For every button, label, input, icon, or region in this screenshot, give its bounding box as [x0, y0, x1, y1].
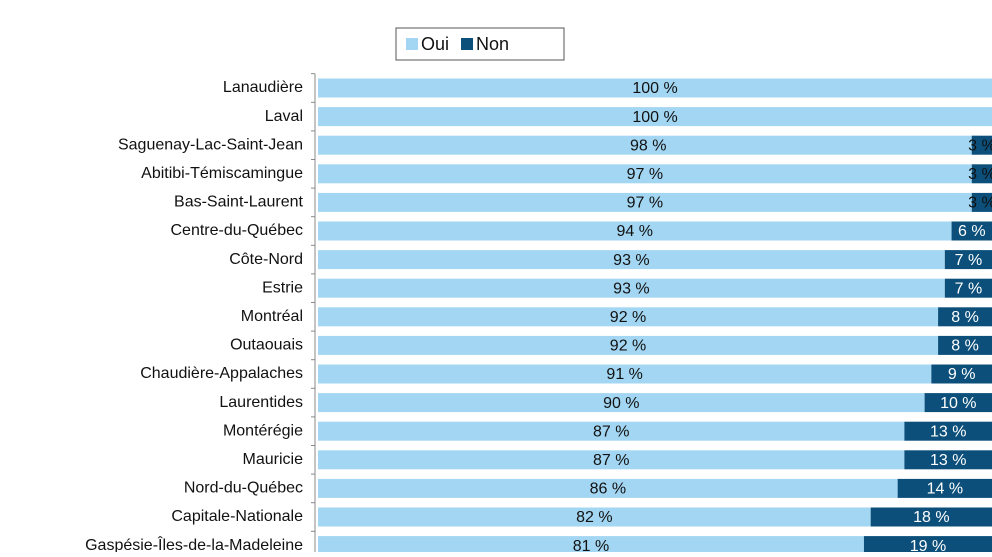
bar-segment — [863, 536, 992, 556]
value-label: 82 % — [576, 509, 612, 526]
bar-segment — [971, 164, 992, 184]
value-label: 93 % — [613, 280, 649, 297]
legend-swatch — [461, 38, 474, 50]
bar-segment — [870, 507, 992, 527]
bar-segment — [944, 278, 992, 298]
bar-segment — [318, 364, 932, 384]
category-label: Centre-du-Québec — [170, 222, 303, 239]
category-label: Gaspésie-Îles-de-la-Madeleine — [85, 535, 303, 552]
bar-segment — [938, 307, 992, 327]
category-label: Lanaudière — [223, 79, 303, 96]
category-label: Estrie — [262, 279, 303, 296]
bar-segment — [318, 107, 992, 127]
category-label: Côte-Nord — [229, 251, 303, 268]
value-label: 7 % — [955, 252, 983, 269]
bar-segment — [318, 164, 972, 184]
category-label: Nord-du-Québec — [184, 480, 303, 497]
value-label: 86 % — [590, 481, 626, 498]
value-label: 7 % — [955, 280, 983, 297]
category-label: Saguenay-Lac-Saint-Jean — [118, 136, 303, 153]
bar-segment — [318, 450, 905, 470]
bar-segment — [904, 450, 992, 470]
category-label: Abitibi-Témiscamingue — [141, 165, 303, 182]
bar-segment — [944, 250, 992, 270]
value-label: 8 % — [951, 309, 979, 326]
bar-segment — [318, 278, 945, 298]
bar-segment — [938, 335, 992, 355]
value-label: 81 % — [573, 538, 609, 552]
bar-segment — [318, 507, 871, 527]
value-label: 14 % — [927, 481, 963, 498]
bar-segment — [318, 536, 864, 556]
legend-label: Oui — [421, 34, 449, 54]
bar-segment — [318, 78, 992, 98]
bar-segment — [924, 393, 992, 413]
value-label: 92 % — [610, 309, 646, 326]
bar-segment — [971, 135, 992, 155]
value-label: 93 % — [613, 252, 649, 269]
value-label: 97 % — [627, 195, 663, 212]
value-label: 100 % — [632, 109, 677, 126]
bar-segment — [318, 221, 952, 241]
value-label: 13 % — [930, 423, 966, 440]
bar-segment — [951, 221, 992, 241]
value-label: 94 % — [617, 223, 653, 240]
bar-segment — [318, 335, 939, 355]
bar-segment — [318, 478, 898, 498]
category-label: Capitale-Nationale — [171, 508, 303, 525]
category-label: Mauricie — [243, 451, 304, 468]
value-label: 90 % — [603, 395, 639, 412]
legend-label: Non — [476, 34, 509, 54]
legend-box — [395, 27, 565, 61]
bar-segment — [318, 192, 972, 212]
value-label: 97 % — [627, 166, 663, 183]
category-label: Montréal — [241, 308, 303, 325]
category-label: Laurentides — [219, 394, 303, 411]
value-label: 19 % — [910, 538, 946, 552]
value-label: 100 % — [632, 80, 677, 97]
value-label: 6 % — [958, 223, 986, 240]
value-label: 92 % — [610, 338, 646, 355]
value-label: 10 % — [940, 395, 976, 412]
bar-segment — [318, 250, 945, 270]
category-label: Montérégie — [223, 422, 303, 439]
value-label: 3 % — [968, 137, 992, 154]
legend-swatch — [406, 38, 418, 50]
value-label: 87 % — [593, 452, 629, 469]
value-label: 8 % — [951, 338, 979, 355]
bar-segment — [897, 478, 992, 498]
value-label: 87 % — [593, 423, 629, 440]
bar-segment — [318, 307, 939, 327]
value-label: 3 % — [968, 195, 992, 212]
bar-segment — [318, 421, 905, 441]
bar-segment — [904, 421, 992, 441]
bar-segment — [318, 393, 925, 413]
bar-segment — [931, 364, 992, 384]
value-label: 18 % — [913, 509, 949, 526]
category-label: Laval — [265, 108, 303, 125]
value-label: 13 % — [930, 452, 966, 469]
value-label: 91 % — [606, 366, 642, 383]
category-label: Bas-Saint-Laurent — [174, 194, 304, 211]
bar-segment — [971, 192, 992, 212]
value-label: 3 % — [968, 166, 992, 183]
bar-segment — [318, 135, 979, 155]
category-label: Outaouais — [230, 337, 303, 354]
category-label: Chaudière-Appalaches — [140, 365, 303, 382]
value-label: 98 % — [630, 137, 666, 154]
value-label: 9 % — [948, 366, 976, 383]
